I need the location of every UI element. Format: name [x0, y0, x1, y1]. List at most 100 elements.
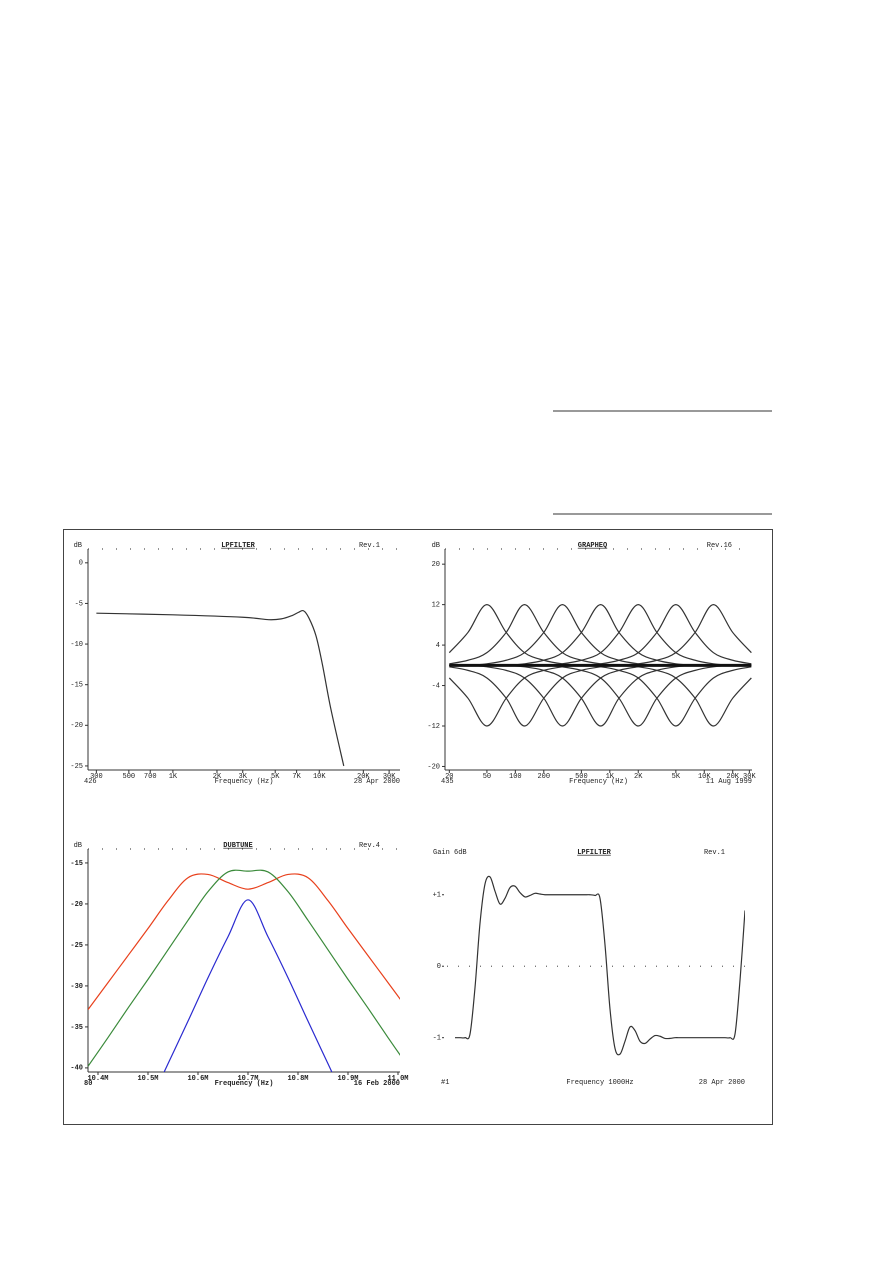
x-axis-label: Frequency (Hz) — [215, 778, 274, 786]
series-line — [449, 604, 752, 667]
y-axis-label: Gain 6dB — [433, 849, 467, 857]
x-tick-label: 50 — [483, 773, 491, 781]
series-line — [449, 664, 752, 727]
x-tick-label: 10.8M — [287, 1075, 308, 1083]
series-line — [88, 869, 400, 1067]
footer-left: 80 — [84, 1080, 92, 1088]
series-line — [448, 664, 752, 727]
x-tick-label: 2K — [634, 773, 643, 781]
x-tick-label: 10.7M — [237, 1075, 258, 1083]
y-tick-label: -20 — [427, 763, 440, 771]
y-tick-label: -20 — [70, 901, 83, 909]
series-line — [449, 664, 752, 727]
x-axis-label: Frequency (Hz) — [215, 1080, 274, 1088]
y-tick-label: -20 — [70, 722, 83, 730]
x-tick-label: 5K — [672, 773, 681, 781]
x-tick-label: 10K — [313, 773, 326, 781]
series-line — [449, 664, 752, 727]
y-tick-label: -15 — [70, 682, 83, 690]
x-axis-label: Frequency (Hz) — [569, 778, 628, 786]
y-axis-label: dB — [432, 542, 440, 550]
y-tick-label: -15 — [70, 860, 83, 868]
series-line — [449, 604, 752, 667]
series-line — [449, 604, 752, 667]
y-axis-label: dB — [74, 542, 82, 550]
plot — [96, 609, 345, 767]
x-tick-label: 30K — [383, 773, 396, 781]
series-line — [449, 664, 752, 727]
x-tick-label: 100 — [509, 773, 522, 781]
figure-box — [63, 529, 773, 1125]
x-tick-label: 10K — [698, 773, 711, 781]
series-line — [163, 899, 333, 1072]
footer-left: 426 — [84, 778, 97, 786]
x-tick-label: 5K — [271, 773, 280, 781]
y-tick-label: -1 — [433, 1035, 441, 1043]
chart-title: LPFILTER — [577, 849, 611, 857]
chart-title: DUBTUNE — [223, 842, 252, 850]
revision-label: Rev.1 — [704, 849, 725, 857]
x-tick-label: 10.5M — [137, 1075, 158, 1083]
y-tick-label: -4 — [432, 682, 440, 690]
y-tick-label: -10 — [70, 641, 83, 649]
y-tick-label: -12 — [427, 723, 440, 731]
revision-label: Rev.4 — [359, 842, 380, 850]
y-tick-label: -35 — [70, 1024, 83, 1032]
plot — [455, 875, 745, 1056]
y-tick-label: 12 — [432, 601, 440, 609]
series-line — [455, 875, 745, 1056]
y-tick-label: 0 — [437, 963, 441, 971]
x-tick-label: 1K — [606, 773, 615, 781]
x-tick-label: 10.9M — [337, 1075, 358, 1083]
y-tick-label: 0 — [79, 560, 83, 568]
footer-right: 28 Apr 2000 — [354, 778, 400, 786]
x-tick-label: 1K — [169, 773, 178, 781]
series-line — [449, 604, 752, 667]
x-tick-label: 20K — [726, 773, 739, 781]
revision-label: Rev.16 — [707, 542, 732, 550]
series-line — [449, 604, 752, 667]
series-line — [96, 609, 345, 767]
x-tick-label: 500 — [575, 773, 588, 781]
chart-title: LPFILTER — [221, 542, 255, 550]
series-line — [449, 604, 752, 667]
y-axis-label: dB — [74, 842, 82, 850]
footer-left: #1 — [441, 1079, 449, 1087]
plot — [448, 604, 752, 727]
footer-right: 16 Feb 2000 — [354, 1080, 400, 1088]
y-tick-label: 20 — [432, 561, 440, 569]
series-line — [449, 664, 752, 727]
x-tick-label: 20 — [445, 773, 453, 781]
footer-right: 28 Apr 2000 — [699, 1079, 745, 1087]
footer-left: 435 — [441, 778, 454, 786]
y-tick-label: -25 — [70, 763, 83, 771]
series-line — [448, 604, 752, 667]
x-axis-label: Frequency 1000Hz — [566, 1079, 633, 1087]
x-tick-label: 10.6M — [187, 1075, 208, 1083]
revision-label: Rev.1 — [359, 542, 380, 550]
y-tick-label: +1 — [433, 892, 441, 900]
y-tick-label: -5 — [75, 600, 83, 608]
chart-title: GRAPHEQ — [578, 542, 607, 550]
x-tick-label: 3K — [239, 773, 248, 781]
plot — [88, 869, 400, 1072]
y-tick-label: 4 — [436, 642, 440, 650]
y-tick-label: -40 — [70, 1065, 83, 1073]
x-tick-label: 20K — [357, 773, 370, 781]
x-tick-label: 2K — [213, 773, 222, 781]
x-tick-label: 10.4M — [87, 1075, 108, 1083]
x-tick-label: 200 — [537, 773, 550, 781]
series-line — [88, 873, 400, 1011]
footer-right: 11 Aug 1999 — [706, 778, 752, 786]
x-tick-label: 7K — [292, 773, 301, 781]
x-tick-label: 30K — [743, 773, 756, 781]
x-tick-label: 11.0M — [387, 1075, 408, 1083]
x-tick-label: 700 — [144, 773, 157, 781]
x-tick-label: 500 — [123, 773, 136, 781]
y-tick-label: -25 — [70, 942, 83, 950]
y-tick-label: -30 — [70, 983, 83, 991]
x-tick-label: 300 — [90, 773, 103, 781]
series-line — [449, 664, 752, 727]
